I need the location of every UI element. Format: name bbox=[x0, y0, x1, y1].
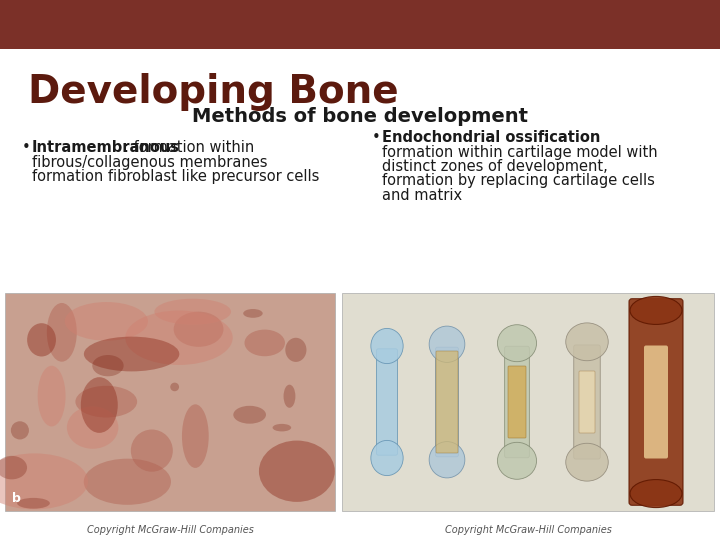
Text: Copyright McGraw-Hill Companies: Copyright McGraw-Hill Companies bbox=[86, 525, 253, 535]
Ellipse shape bbox=[47, 303, 77, 362]
Ellipse shape bbox=[76, 386, 137, 417]
Ellipse shape bbox=[81, 377, 118, 433]
Ellipse shape bbox=[154, 299, 231, 325]
Ellipse shape bbox=[284, 384, 295, 408]
Ellipse shape bbox=[566, 323, 608, 361]
Ellipse shape bbox=[182, 404, 209, 468]
Ellipse shape bbox=[0, 454, 88, 509]
Ellipse shape bbox=[0, 456, 27, 480]
Ellipse shape bbox=[566, 443, 608, 481]
Ellipse shape bbox=[65, 302, 148, 341]
Bar bbox=[342, 293, 714, 511]
Ellipse shape bbox=[630, 296, 682, 325]
FancyBboxPatch shape bbox=[436, 347, 459, 457]
Ellipse shape bbox=[245, 329, 285, 356]
Ellipse shape bbox=[84, 336, 179, 372]
Ellipse shape bbox=[131, 429, 173, 472]
FancyBboxPatch shape bbox=[505, 346, 529, 458]
Text: fibrous/collagenous membranes: fibrous/collagenous membranes bbox=[32, 154, 268, 170]
Text: :: : bbox=[542, 130, 547, 145]
FancyBboxPatch shape bbox=[629, 299, 683, 505]
Text: Copyright McGraw-Hill Companies: Copyright McGraw-Hill Companies bbox=[444, 525, 611, 535]
FancyBboxPatch shape bbox=[579, 371, 595, 433]
FancyBboxPatch shape bbox=[436, 351, 458, 453]
Text: and matrix: and matrix bbox=[382, 188, 462, 203]
Ellipse shape bbox=[233, 406, 266, 424]
Ellipse shape bbox=[84, 458, 171, 505]
Ellipse shape bbox=[125, 310, 233, 365]
Ellipse shape bbox=[17, 498, 50, 509]
Ellipse shape bbox=[11, 421, 29, 440]
Ellipse shape bbox=[273, 424, 291, 431]
Text: formation by replacing cartilage cells: formation by replacing cartilage cells bbox=[382, 173, 655, 188]
Text: distinct zones of development,: distinct zones of development, bbox=[382, 159, 608, 174]
Ellipse shape bbox=[243, 309, 263, 318]
Ellipse shape bbox=[429, 326, 465, 362]
Ellipse shape bbox=[285, 338, 307, 362]
Text: Endochondrial ossification: Endochondrial ossification bbox=[382, 130, 600, 145]
Ellipse shape bbox=[92, 355, 124, 376]
Ellipse shape bbox=[27, 323, 56, 356]
Ellipse shape bbox=[498, 325, 536, 362]
Ellipse shape bbox=[630, 480, 682, 508]
FancyBboxPatch shape bbox=[508, 366, 526, 438]
Ellipse shape bbox=[371, 441, 403, 476]
Ellipse shape bbox=[67, 406, 118, 449]
Text: •: • bbox=[22, 140, 31, 155]
Bar bbox=[5, 293, 335, 511]
Ellipse shape bbox=[37, 366, 66, 427]
Text: •: • bbox=[372, 130, 381, 145]
Ellipse shape bbox=[174, 312, 223, 347]
Text: formation within cartilage model with: formation within cartilage model with bbox=[382, 145, 657, 159]
Ellipse shape bbox=[498, 442, 536, 480]
FancyBboxPatch shape bbox=[644, 346, 668, 458]
Text: Methods of bone development: Methods of bone development bbox=[192, 107, 528, 126]
Ellipse shape bbox=[170, 383, 179, 391]
Text: : formation within: : formation within bbox=[125, 140, 254, 155]
FancyBboxPatch shape bbox=[377, 349, 397, 455]
Text: Intramembranous: Intramembranous bbox=[32, 140, 180, 155]
Bar bbox=[0, 0, 720, 49]
Ellipse shape bbox=[371, 328, 403, 363]
Text: formation fibroblast like precursor cells: formation fibroblast like precursor cell… bbox=[32, 169, 320, 184]
Ellipse shape bbox=[259, 441, 335, 502]
FancyBboxPatch shape bbox=[574, 345, 600, 459]
Text: b: b bbox=[12, 492, 21, 505]
Text: Developing Bone: Developing Bone bbox=[28, 73, 399, 111]
Ellipse shape bbox=[429, 442, 465, 478]
